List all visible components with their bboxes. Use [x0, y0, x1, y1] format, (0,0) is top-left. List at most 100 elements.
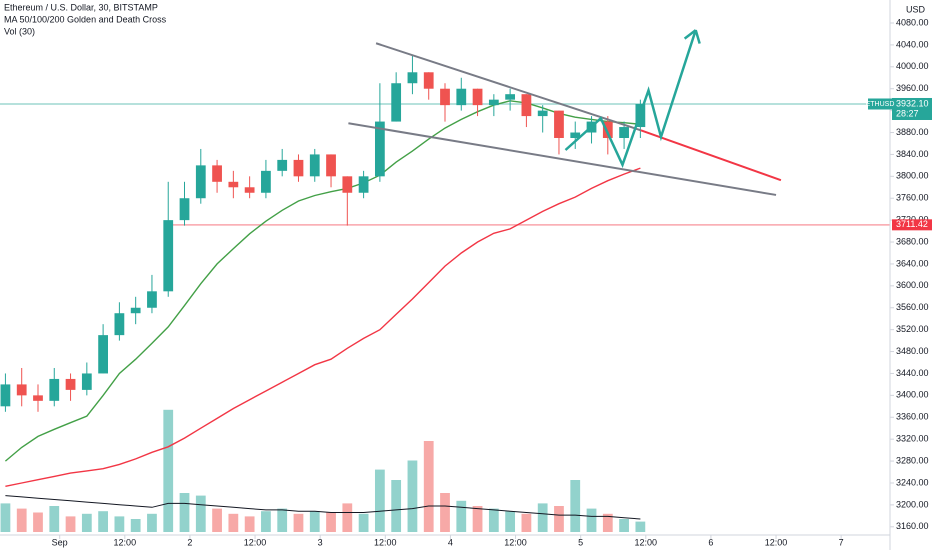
y-tick-label: 3160.00	[896, 521, 929, 531]
volume-bar	[261, 511, 271, 532]
candle-body	[342, 176, 353, 193]
y-tick-label: 3360.00	[896, 412, 929, 422]
volume-bar	[16, 508, 27, 532]
candle-body	[212, 165, 222, 182]
volume-bar	[326, 512, 336, 532]
y-tick-label: 4000.00	[896, 61, 929, 71]
trendline	[640, 129, 782, 182]
candle-body	[114, 313, 125, 336]
candle-body	[521, 94, 532, 117]
volume-bar	[570, 480, 581, 532]
candle-body	[358, 176, 369, 193]
candle-body	[326, 154, 336, 177]
price-label: 3711.42	[896, 219, 928, 229]
y-tick-label: 3840.00	[896, 149, 929, 159]
volume-bar	[293, 513, 304, 532]
volume-bar	[81, 513, 92, 532]
candle-body	[472, 88, 483, 106]
volume-bar	[586, 508, 597, 532]
volume-bar	[49, 506, 60, 532]
x-tick-label: 7	[839, 537, 844, 547]
volume-bar	[228, 513, 239, 532]
countdown-label: 28:27	[896, 108, 919, 118]
candle-body	[261, 170, 271, 193]
chart-title: Ethereum / U.S. Dollar, 30, BITSTAMP	[4, 2, 158, 12]
plot-area	[0, 29, 890, 532]
candle-body	[65, 378, 76, 390]
price-label: 3932.10	[896, 98, 929, 108]
moving-average-line	[4, 100, 641, 462]
x-tick-label: 4	[448, 537, 453, 547]
volume-bar	[244, 516, 255, 532]
price-label-box	[892, 97, 932, 120]
y-tick-label: 3560.00	[896, 302, 929, 312]
x-tick-label: 12:00	[114, 537, 137, 547]
volume-bar	[212, 508, 222, 532]
candle-body	[602, 121, 613, 138]
x-tick-label: 12:00	[374, 537, 397, 547]
candle-body	[391, 83, 402, 122]
trendline	[375, 42, 642, 132]
volume-bar	[342, 503, 353, 532]
candle-body	[554, 110, 564, 138]
volume-bar	[309, 511, 320, 532]
y-tick-label: 4080.00	[896, 17, 929, 27]
volume-bar	[521, 513, 532, 532]
volume-bar	[114, 516, 125, 532]
volume-bar	[440, 493, 450, 532]
candle-body	[228, 181, 239, 188]
y-tick-label: 3760.00	[896, 193, 929, 203]
volume-bar	[277, 508, 288, 532]
candle-body	[277, 159, 288, 171]
volume-bar	[554, 506, 564, 532]
candle-body	[456, 88, 467, 106]
candle-body	[537, 110, 548, 117]
candle-body	[423, 72, 434, 89]
x-tick-label: 12:00	[765, 537, 788, 547]
x-tick-label: 6	[708, 537, 713, 547]
y-tick-label: 3240.00	[896, 477, 929, 487]
arrow-head	[694, 29, 701, 44]
volume-bar	[65, 516, 76, 532]
candle-body	[179, 198, 190, 221]
candle-body	[16, 384, 27, 396]
volume-bar	[505, 511, 516, 532]
y-tick-label: 3200.00	[896, 499, 929, 509]
candle-body	[98, 335, 108, 374]
symbol-label: ETHUSD	[866, 101, 895, 108]
candle-body	[570, 132, 581, 138]
x-tick-label: 2	[187, 537, 192, 547]
candle-body	[440, 88, 450, 106]
y-tick-label: 3400.00	[896, 390, 929, 400]
candle-body	[195, 165, 206, 199]
candle-body	[49, 378, 60, 401]
y-tick-label: 3440.00	[896, 368, 929, 378]
projection-arrow	[564, 29, 697, 169]
candle-body	[505, 94, 516, 100]
currency-label: USD	[906, 4, 926, 14]
candle-body	[33, 395, 43, 401]
indicator-label: MA 50/100/200 Golden and Death Cross	[4, 14, 167, 24]
volume-bar	[407, 460, 418, 532]
volume-bar	[179, 493, 190, 532]
volume-bar	[195, 495, 206, 532]
candle-body	[163, 220, 174, 292]
indicator-label: Vol (30)	[4, 26, 35, 36]
candle-body	[130, 307, 141, 314]
y-tick-label: 3640.00	[896, 258, 929, 268]
volume-bar	[423, 441, 434, 532]
volume-bar	[163, 409, 174, 532]
x-tick-label: Sep	[52, 537, 68, 547]
candle-body	[293, 159, 304, 177]
y-tick-label: 3960.00	[896, 83, 929, 93]
volume-bar	[98, 511, 108, 532]
candle-body	[374, 121, 385, 177]
x-tick-label: 3	[318, 537, 323, 547]
y-tick-label: 3480.00	[896, 346, 929, 356]
y-tick-label: 3280.00	[896, 455, 929, 465]
volume-bar	[488, 508, 499, 532]
candle-body	[407, 72, 418, 84]
volume-bar	[472, 506, 483, 532]
